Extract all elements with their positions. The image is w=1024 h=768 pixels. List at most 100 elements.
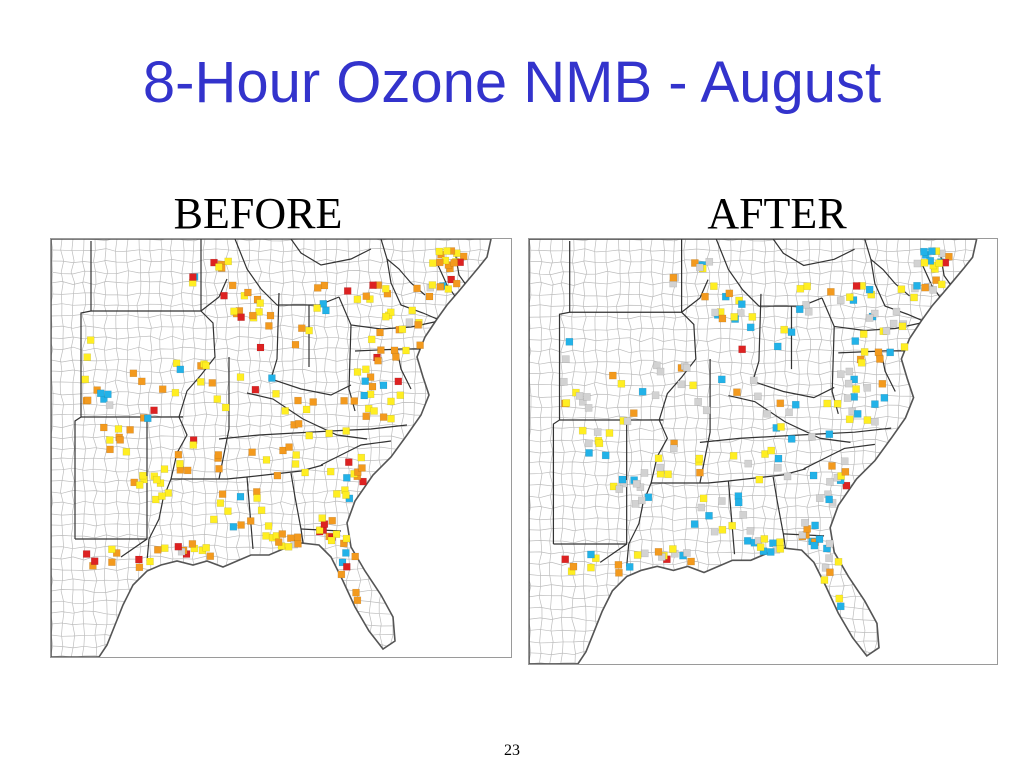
monitor-marker-red [82,550,91,558]
monitor-marker-gray [837,370,845,379]
monitor-marker-orange [629,409,638,417]
monitor-marker-yellow [605,429,614,437]
monitor-marker-yellow [730,313,739,321]
monitor-marker-cyan [766,548,775,556]
monitor-marker-gray [871,417,879,426]
monitor-marker-yellow [262,456,271,464]
slide-title: 8-Hour Ozone NMB - August [142,50,882,115]
state-boundary [626,239,697,567]
monitor-marker-orange [414,321,422,329]
state-boundary [91,278,228,312]
monitor-marker-yellow [710,282,718,290]
monitor-marker-red [210,258,218,267]
monitor-marker-gray [656,367,665,376]
monitor-marker-yellow [353,295,362,304]
state-boundary [715,239,760,307]
monitor-marker-yellow [664,470,672,479]
monitor-marker-yellow [176,460,184,468]
monitor-marker-yellow [325,429,333,438]
monitor-marker-yellow [776,545,785,553]
monitor-marker-orange [273,471,282,480]
monitor-marker-cyan [791,400,800,409]
monitor-marker-cyan [815,535,824,543]
monitor-marker-yellow [302,405,311,414]
monitor-marker-yellow [164,489,173,497]
state-boundary [146,239,216,562]
monitor-marker-orange [154,546,162,554]
monitor-marker-cyan [871,400,879,408]
monitor-marker-yellow [859,330,868,338]
monitor-marker-gray [632,479,641,488]
monitor-marker-gray [749,376,758,385]
monitor-marker-gray [863,383,872,392]
monitor-marker-cyan [638,387,647,396]
monitor-marker-red [220,291,228,300]
monitor-marker-yellow [669,545,677,553]
monitor-marker-gray [575,392,584,400]
monitor-marker-orange [248,311,257,320]
monitor-marker-orange [265,322,273,330]
monitor-marker-red [343,287,352,295]
monitor-marker-gray [736,309,745,317]
monitor-marker-red [561,555,570,564]
monitor-marker-red [174,542,183,551]
monitor-marker-cyan [734,498,743,507]
monitor-markers [81,247,468,605]
monitor-marker-yellow [189,441,198,449]
monitor-marker-yellow [257,506,266,515]
monitor-marker-gray [825,554,833,562]
monitor-marker-cyan [913,281,921,290]
monitor-marker-gray [559,377,568,386]
monitor-marker-orange [188,540,197,548]
monitor-marker-gray [705,257,714,266]
monitor-marker-orange [841,468,850,476]
monitor-marker-yellow [900,343,909,351]
monitor-marker-cyan [322,306,330,315]
monitor-marker-yellow [428,281,437,289]
monitor-marker-gray [717,497,726,505]
monitor-marker-yellow [292,451,300,459]
monitor-marker-gray [677,380,686,389]
state-boundary [752,380,835,399]
monitor-marker-cyan [585,449,593,457]
monitor-marker-gray [702,406,711,415]
monitor-marker-yellow [835,594,844,603]
monitor-marker-yellow [353,368,362,376]
monitor-marker-cyan [625,563,634,571]
monitor-marker-gray [815,494,824,502]
monitor-marker-gray [870,309,879,318]
state-boundary [246,476,254,550]
land-outline [51,239,492,657]
monitor-marker-yellow [291,460,300,468]
monitor-marker-cyan [342,549,350,557]
monitor-marker-yellow [935,259,944,268]
monitor-marker-yellow [408,306,416,315]
monitor-marker-red [135,555,143,564]
monitor-marker-orange [108,558,116,566]
monitor-marker-yellow [695,454,704,463]
monitor-marker-yellow [402,346,410,355]
after-label: AFTER [707,189,847,238]
monitor-marker-gray [640,549,649,558]
monitor-marker-cyan [229,523,238,531]
monitor-marker-yellow [699,494,708,503]
monitor-marker-red [251,385,260,394]
monitor-marker-orange [669,273,678,282]
monitor-marker-cyan [104,390,112,399]
monitor-marker-red [852,282,861,290]
monitor-marker-orange [413,284,421,293]
monitor-markers [559,247,953,611]
monitor-marker-orange [138,377,146,386]
monitor-marker-cyan [928,247,936,256]
monitor-marker-gray [804,307,813,316]
monitor-marker-cyan [746,323,755,332]
monitor-marker-yellow [776,538,784,547]
monitor-marker-yellow [172,359,181,368]
monitor-marker-orange [691,259,699,267]
county-grid [51,239,491,657]
monitor-marker-cyan [850,393,858,401]
monitor-marker-orange [291,340,300,349]
monitor-marker-yellow [357,453,366,462]
monitor-marker-yellow [689,381,697,390]
monitor-marker-yellow [216,499,225,507]
